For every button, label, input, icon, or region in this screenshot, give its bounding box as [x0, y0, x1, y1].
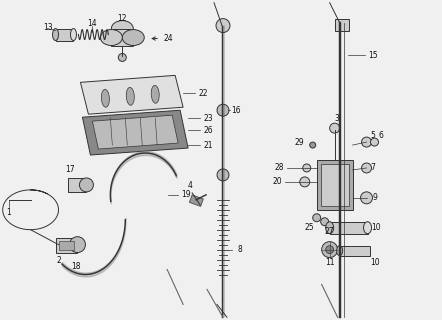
Bar — [111, 28, 133, 46]
Text: 26: 26 — [203, 126, 213, 135]
Bar — [69, 178, 87, 192]
Text: 18: 18 — [71, 262, 80, 271]
Text: 19: 19 — [181, 190, 191, 199]
Ellipse shape — [53, 28, 58, 41]
Circle shape — [310, 142, 316, 148]
Text: 11: 11 — [325, 258, 335, 267]
Circle shape — [370, 138, 378, 146]
Ellipse shape — [126, 87, 134, 105]
Circle shape — [362, 137, 372, 147]
Text: 16: 16 — [231, 106, 241, 115]
Circle shape — [69, 237, 85, 252]
Ellipse shape — [364, 222, 372, 234]
Circle shape — [326, 246, 334, 253]
Ellipse shape — [326, 222, 334, 234]
Text: 5: 5 — [370, 131, 375, 140]
Circle shape — [303, 164, 311, 172]
Text: 22: 22 — [198, 89, 208, 98]
Text: 28: 28 — [274, 164, 284, 172]
Bar — [321, 164, 349, 206]
Circle shape — [321, 218, 329, 226]
Text: 4: 4 — [188, 181, 193, 190]
Bar — [58, 241, 74, 250]
Text: 8: 8 — [237, 245, 242, 254]
Circle shape — [216, 19, 230, 33]
Text: 3: 3 — [334, 114, 339, 123]
Text: 15: 15 — [368, 51, 377, 60]
Text: 29: 29 — [295, 138, 305, 147]
Circle shape — [80, 178, 93, 192]
Ellipse shape — [70, 28, 76, 41]
Bar — [339, 246, 370, 256]
Text: 10: 10 — [372, 223, 381, 232]
Bar — [317, 160, 353, 210]
Text: 10: 10 — [370, 258, 379, 267]
Ellipse shape — [337, 246, 343, 256]
Circle shape — [312, 214, 321, 222]
Text: 12: 12 — [118, 14, 127, 23]
Circle shape — [217, 169, 229, 181]
Text: 7: 7 — [370, 164, 375, 172]
Circle shape — [217, 104, 229, 116]
Circle shape — [118, 53, 126, 61]
Bar — [330, 222, 368, 234]
Ellipse shape — [122, 29, 144, 45]
Ellipse shape — [101, 89, 109, 107]
Text: 2: 2 — [56, 256, 61, 265]
Circle shape — [322, 242, 338, 258]
Text: 17: 17 — [66, 165, 75, 174]
Text: 14: 14 — [88, 19, 97, 28]
Text: 27: 27 — [325, 227, 335, 236]
Text: 9: 9 — [372, 193, 377, 202]
Text: 20: 20 — [272, 177, 282, 187]
Text: 21: 21 — [203, 140, 213, 149]
Text: 1: 1 — [6, 208, 11, 217]
Text: 24: 24 — [164, 34, 173, 43]
Bar — [56, 238, 77, 252]
Polygon shape — [92, 115, 178, 149]
Circle shape — [300, 177, 310, 187]
Circle shape — [361, 192, 373, 204]
Bar — [335, 19, 349, 31]
Circle shape — [362, 163, 372, 173]
Text: 13: 13 — [43, 23, 52, 32]
Ellipse shape — [100, 29, 122, 45]
Circle shape — [330, 123, 339, 133]
Bar — [56, 28, 73, 41]
Ellipse shape — [151, 85, 159, 103]
Bar — [189, 195, 203, 206]
Text: 6: 6 — [378, 131, 383, 140]
Text: 23: 23 — [203, 114, 213, 123]
Ellipse shape — [111, 20, 133, 36]
Polygon shape — [83, 110, 188, 155]
Text: 25: 25 — [305, 223, 315, 232]
Polygon shape — [80, 76, 183, 114]
